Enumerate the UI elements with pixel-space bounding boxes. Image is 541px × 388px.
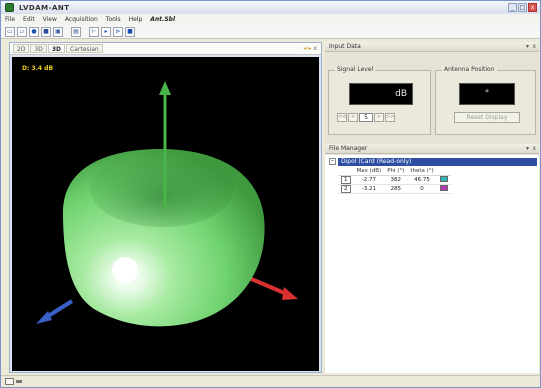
col-phi: Phi (°) <box>384 167 408 176</box>
pin-icon[interactable]: ▾ <box>525 43 529 50</box>
row-id: 2 <box>341 184 351 193</box>
play-icon[interactable]: ▸ <box>101 26 111 37</box>
color-swatch[interactable] <box>439 175 448 182</box>
y-axis-arrowhead <box>159 81 171 95</box>
input-data-header: Input Data ▾ x <box>325 42 539 52</box>
cell-max: -2.77 <box>353 175 385 185</box>
open-icon[interactable]: ▱ <box>17 26 27 37</box>
next-arrow-icon[interactable]: ▸ <box>308 45 312 52</box>
signal-level-display: dB <box>349 83 413 105</box>
measurements-table: Max (dB) Phi (°) theta (°) 1 -2.77 382 4… <box>338 167 451 194</box>
viewer-nav: ◂ ▸ x <box>303 45 317 52</box>
z-axis-arrowhead <box>36 311 52 324</box>
menu-file[interactable]: File <box>5 16 16 23</box>
cell-max: -3.21 <box>353 184 385 194</box>
cell-phi: 285 <box>384 184 408 194</box>
last-button[interactable]: >> <box>385 113 395 122</box>
viewer-tabs: 2D 3D 3D Cartesian ◂ ▸ x <box>10 43 321 55</box>
table-row[interactable]: 1 -2.77 382 46.75 <box>338 175 451 185</box>
print-icon[interactable]: ▤ <box>71 26 81 37</box>
3d-viewport[interactable]: D: 3.4 dB <box>12 57 319 371</box>
collapse-icon[interactable]: − <box>329 158 336 165</box>
menu-bar: File Edit View Acquisition Tools Help An… <box>1 14 540 25</box>
tab-3d-a[interactable]: 3D <box>30 44 47 53</box>
lobe-top-shading <box>90 151 234 227</box>
file-entry[interactable]: − Dipol (Card (Read-only) <box>329 157 537 166</box>
col-max: Max (dB) <box>353 167 385 176</box>
menu-help[interactable]: Help <box>128 16 143 23</box>
first-button[interactable]: << <box>337 113 347 122</box>
window-title: LVDAM-ANT <box>19 3 70 12</box>
save-as-icon[interactable]: ▣ <box>53 26 63 37</box>
keyboard-icon <box>16 380 22 383</box>
step-icon[interactable]: ⊳ <box>113 26 123 37</box>
x-axis-arrowhead <box>282 287 298 300</box>
toolbar: ▭ ▱ ● ■ ▣ ▤ ⊢ ▸ ⊳ ■ <box>1 25 540 39</box>
title-bar: LVDAM-ANT _ □ x <box>1 1 540 14</box>
file-manager-title: File Manager <box>329 145 368 152</box>
antenna-position-group: Antenna Position ° Reset Display <box>435 66 536 135</box>
cell-theta: 46.75 <box>407 175 437 185</box>
menu-tools[interactable]: Tools <box>105 16 121 23</box>
next-button[interactable]: > <box>374 113 384 122</box>
right-panel: Input Data ▾ x Signal Level dB << < 5 > … <box>325 42 539 373</box>
close-button[interactable]: x <box>528 3 537 12</box>
file-tree: − Dipol (Card (Read-only) Max (dB) Phi (… <box>329 157 537 194</box>
menu-brand-logo: Ant.Sbl <box>150 16 176 23</box>
file-manager-panel: − Dipol (Card (Read-only) Max (dB) Phi (… <box>325 155 539 373</box>
panel-close-icon[interactable]: x <box>532 145 536 152</box>
restore-button[interactable]: □ <box>518 3 527 12</box>
table-header-row: Max (dB) Phi (°) theta (°) <box>338 167 451 176</box>
menu-edit[interactable]: Edit <box>23 16 35 23</box>
save-icon[interactable]: ■ <box>41 26 51 37</box>
tab-2d[interactable]: 2D <box>13 44 30 53</box>
signal-level-group: Signal Level dB << < 5 > >> <box>328 66 431 135</box>
signal-level-stepper: << < 5 > >> <box>337 113 395 122</box>
signal-level-value[interactable]: 5 <box>359 113 373 122</box>
pin-icon[interactable]: ▾ <box>525 145 529 152</box>
col-color <box>436 167 451 176</box>
color-swatch[interactable] <box>439 184 448 191</box>
cell-theta: 0 <box>407 184 437 194</box>
tab-cartesian[interactable]: Cartesian <box>66 44 103 53</box>
prev-arrow-icon[interactable]: ◂ <box>303 45 307 52</box>
tab-3d-b[interactable]: 3D <box>47 44 66 53</box>
antenna-position-title: Antenna Position <box>442 66 497 73</box>
pattern-viewer-panel: 2D 3D 3D Cartesian ◂ ▸ x <box>9 42 322 373</box>
radiation-pattern-svg <box>36 81 298 327</box>
col-id <box>338 167 354 176</box>
reset-display-button[interactable]: Reset Display <box>454 112 520 123</box>
menu-view[interactable]: View <box>42 16 57 23</box>
monitor-icon <box>5 378 14 385</box>
db-readout: D: 3.4 dB <box>22 65 54 72</box>
signal-level-title: Signal Level <box>335 66 376 73</box>
specular-highlight <box>112 257 138 283</box>
antenna-position-display: ° <box>459 83 515 105</box>
stop-icon[interactable]: ■ <box>125 26 135 37</box>
col-theta: theta (°) <box>407 167 437 176</box>
new-file-icon[interactable]: ▭ <box>5 26 15 37</box>
window-controls: _ □ x <box>508 3 537 12</box>
app-logo-icon <box>5 3 14 12</box>
minimize-button[interactable]: _ <box>508 3 517 12</box>
file-label[interactable]: Dipol (Card (Read-only) <box>338 157 537 166</box>
marker-icon[interactable]: ⊢ <box>89 26 99 37</box>
prev-button[interactable]: < <box>348 113 358 122</box>
input-data-title: Input Data <box>329 43 361 50</box>
table-row[interactable]: 2 -3.21 285 0 <box>338 184 451 194</box>
status-bar <box>1 375 540 387</box>
row-id: 1 <box>341 175 351 184</box>
file-manager-header: File Manager ▾ x <box>325 144 539 154</box>
cell-phi: 382 <box>384 175 408 185</box>
info-icon[interactable]: ● <box>29 26 39 37</box>
viewer-close-icon[interactable]: x <box>313 45 317 52</box>
menu-acquisition[interactable]: Acquisition <box>64 16 98 23</box>
panel-close-icon[interactable]: x <box>532 43 536 50</box>
